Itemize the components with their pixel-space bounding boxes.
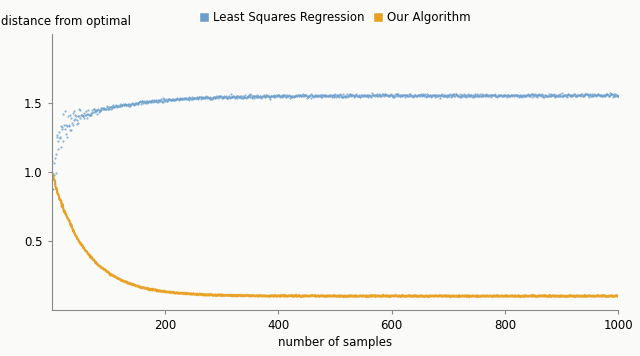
Legend: Least Squares Regression, Our Algorithm: Least Squares Regression, Our Algorithm [195, 7, 475, 29]
X-axis label: number of samples: number of samples [278, 336, 392, 349]
Text: distance from optimal: distance from optimal [1, 15, 131, 28]
